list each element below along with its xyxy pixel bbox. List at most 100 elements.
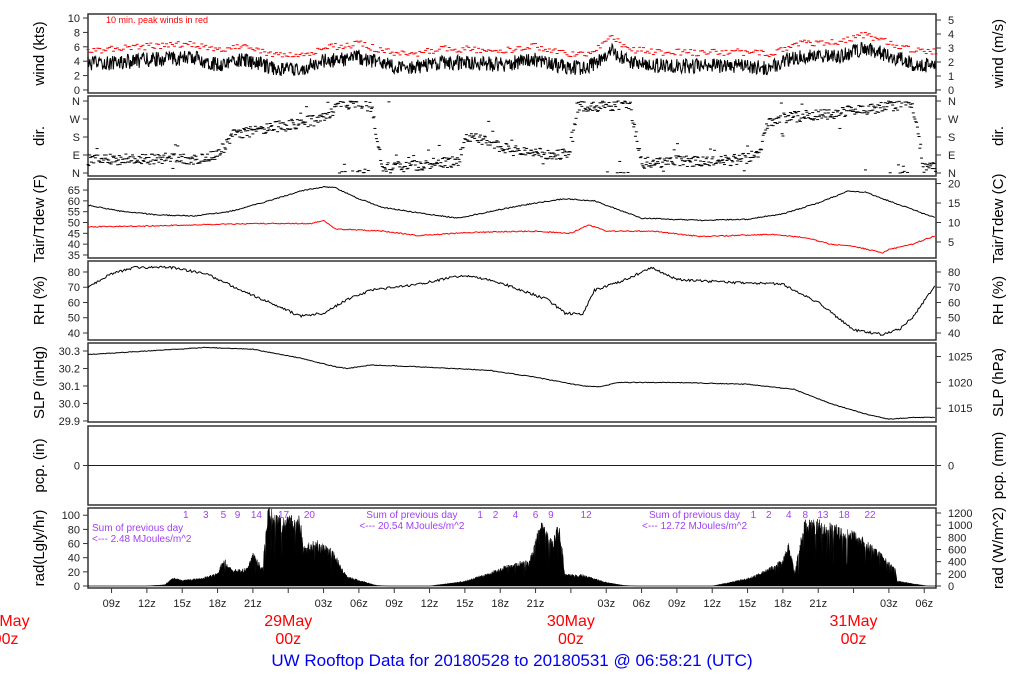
left-tick-label: 50 [68, 218, 80, 230]
left-tick-label: 30.0 [59, 398, 80, 410]
left-tick-label: 65 [68, 185, 80, 197]
panel-frame [87, 342, 937, 423]
day-label-time: 00z [558, 631, 584, 648]
day-label-time: 00z [0, 631, 18, 648]
right-tick-label: 0 [948, 461, 954, 473]
right-tick-label: N [948, 168, 956, 180]
left-tick-label: 0 [74, 581, 80, 593]
hour-label: 1 [477, 510, 483, 521]
left-tick-label: 0 [74, 461, 80, 473]
right-tick-label: E [948, 150, 955, 162]
hour-label: 1 [183, 510, 189, 521]
wind-speed-line [87, 42, 937, 76]
right-tick-label: 5 [948, 15, 954, 27]
hour-label: 9 [548, 510, 554, 521]
left-tick-label: 80 [68, 524, 80, 536]
left-tick-label: W [70, 114, 81, 126]
left-tick-label: 20 [68, 567, 80, 579]
left-tick-label: 30.3 [59, 346, 80, 358]
daily-sum-title: Sum of previous day [366, 510, 457, 521]
x-tick-label: 18z [774, 598, 792, 610]
left-tick-label: 60 [68, 539, 80, 551]
right-tick-label: 600 [948, 544, 966, 556]
x-tick-label: 15z [173, 598, 191, 610]
y-axis-label-left: wind (kts) [31, 21, 48, 86]
left-tick-label: 29.9 [59, 416, 80, 428]
right-tick-label: 60 [948, 297, 960, 309]
left-tick-label: S [73, 132, 80, 144]
right-tick-label: 3 [948, 43, 954, 55]
radiation-area [87, 507, 937, 587]
right-tick-label: 200 [948, 569, 966, 581]
right-tick-label: 1 [948, 71, 954, 83]
panel-frame [87, 95, 937, 177]
right-tick-label: 1000 [948, 520, 972, 532]
left-tick-label: 60 [68, 297, 80, 309]
x-tick-label: 15z [456, 598, 474, 610]
hour-label: 1 [751, 510, 757, 521]
y-axis-label-left: rad(Lgly/hr) [31, 510, 48, 587]
x-tick-label: 21z [527, 598, 545, 610]
time-axis: 09z 12z 15z 18z 21z 03z 06z 09z 12z 15z 18z 21z 03z 0… [0, 588, 933, 648]
panel-slp: SLP (inHg) SLP (hPa) 29.9 30.0 30.1 30.2 30.3 1… [31, 342, 1007, 428]
daily-sum-value: <--- 20.54 MJoules/m^2 [359, 521, 464, 532]
daily-sum-value: <--- 12.72 MJoules/m^2 [642, 521, 747, 532]
daily-sum-title: Sum of previous day [649, 510, 740, 521]
left-tick-label: 2 [74, 71, 80, 83]
right-tick-label: S [948, 132, 955, 144]
left-tick-label: 55 [68, 207, 80, 219]
day-label-date: 29May [264, 613, 312, 630]
left-tick-label: 4 [74, 56, 80, 68]
y-axis-label-right: rad (W/m^2) [990, 507, 1007, 589]
x-tick-label: 06z [633, 598, 651, 610]
right-tick-label: W [948, 114, 959, 126]
x-tick-label: 06z [350, 598, 368, 610]
right-tick-label: 15 [948, 198, 960, 210]
left-tick-label: 100 [62, 510, 80, 522]
panel-temp: Tair/Tdew (F) Tair/Tdew (C) 35404550556065… [31, 173, 1007, 263]
left-tick-label: 70 [68, 282, 80, 294]
right-tick-label: 400 [948, 557, 966, 569]
left-tick-label: 30.2 [59, 363, 80, 375]
y-axis-label-right: wind (m/s) [990, 19, 1007, 89]
y-axis-label-right: RH (%) [990, 276, 1007, 325]
hour-label: 14 [251, 510, 263, 521]
right-tick-label: 70 [948, 282, 960, 294]
right-tick-label: N [948, 96, 956, 108]
y-axis-label-left: SLP (inHg) [31, 346, 48, 419]
panel-rad: rad(Lgly/hr) rad (W/m^2)02040608010002004… [31, 507, 1007, 593]
panel-frame [87, 178, 937, 259]
hour-label: 5 [221, 510, 227, 521]
hour-label: 18 [839, 510, 851, 521]
daily-sum-value: <--- 2.48 MJoules/m^2 [92, 534, 192, 545]
right-tick-label: 0 [948, 85, 954, 97]
right-tick-label: 1025 [948, 352, 972, 364]
daily-sum-title: Sum of previous day [92, 523, 183, 534]
y-axis-label-right: Tair/Tdew (C) [990, 173, 1007, 263]
left-tick-label: 10 [68, 13, 80, 25]
x-tick-label: 12z [138, 598, 156, 610]
x-tick-label: 15z [739, 598, 757, 610]
hour-label: 8 [802, 510, 808, 521]
y-axis-label-right: pcp. (mm) [990, 432, 1007, 500]
day-label-time: 00z [841, 631, 867, 648]
right-tick-label: 80 [948, 267, 960, 279]
left-tick-label: 30.1 [59, 381, 80, 393]
y-axis-label-right: dir. [990, 126, 1007, 146]
slp-series-line-0 [87, 346, 935, 420]
hour-label: 6 [533, 510, 539, 521]
panel-wind: wind (kts) wind (m/s) 0 2 4 6 8 10 0 1 2 3 4 5 10 min.… [31, 13, 1007, 97]
hour-label: 2 [766, 510, 772, 521]
panel-frame [87, 507, 937, 589]
x-tick-label: 18z [491, 598, 509, 610]
y-axis-label-left: pcp. (in) [31, 438, 48, 492]
right-tick-label: 1020 [948, 377, 972, 389]
x-tick-label: 12z [703, 598, 721, 610]
right-tick-label: 5 [948, 237, 954, 249]
x-tick-label: 18z [209, 598, 227, 610]
day-label-time: 00z [275, 631, 301, 648]
x-tick-label: 12z [421, 598, 439, 610]
